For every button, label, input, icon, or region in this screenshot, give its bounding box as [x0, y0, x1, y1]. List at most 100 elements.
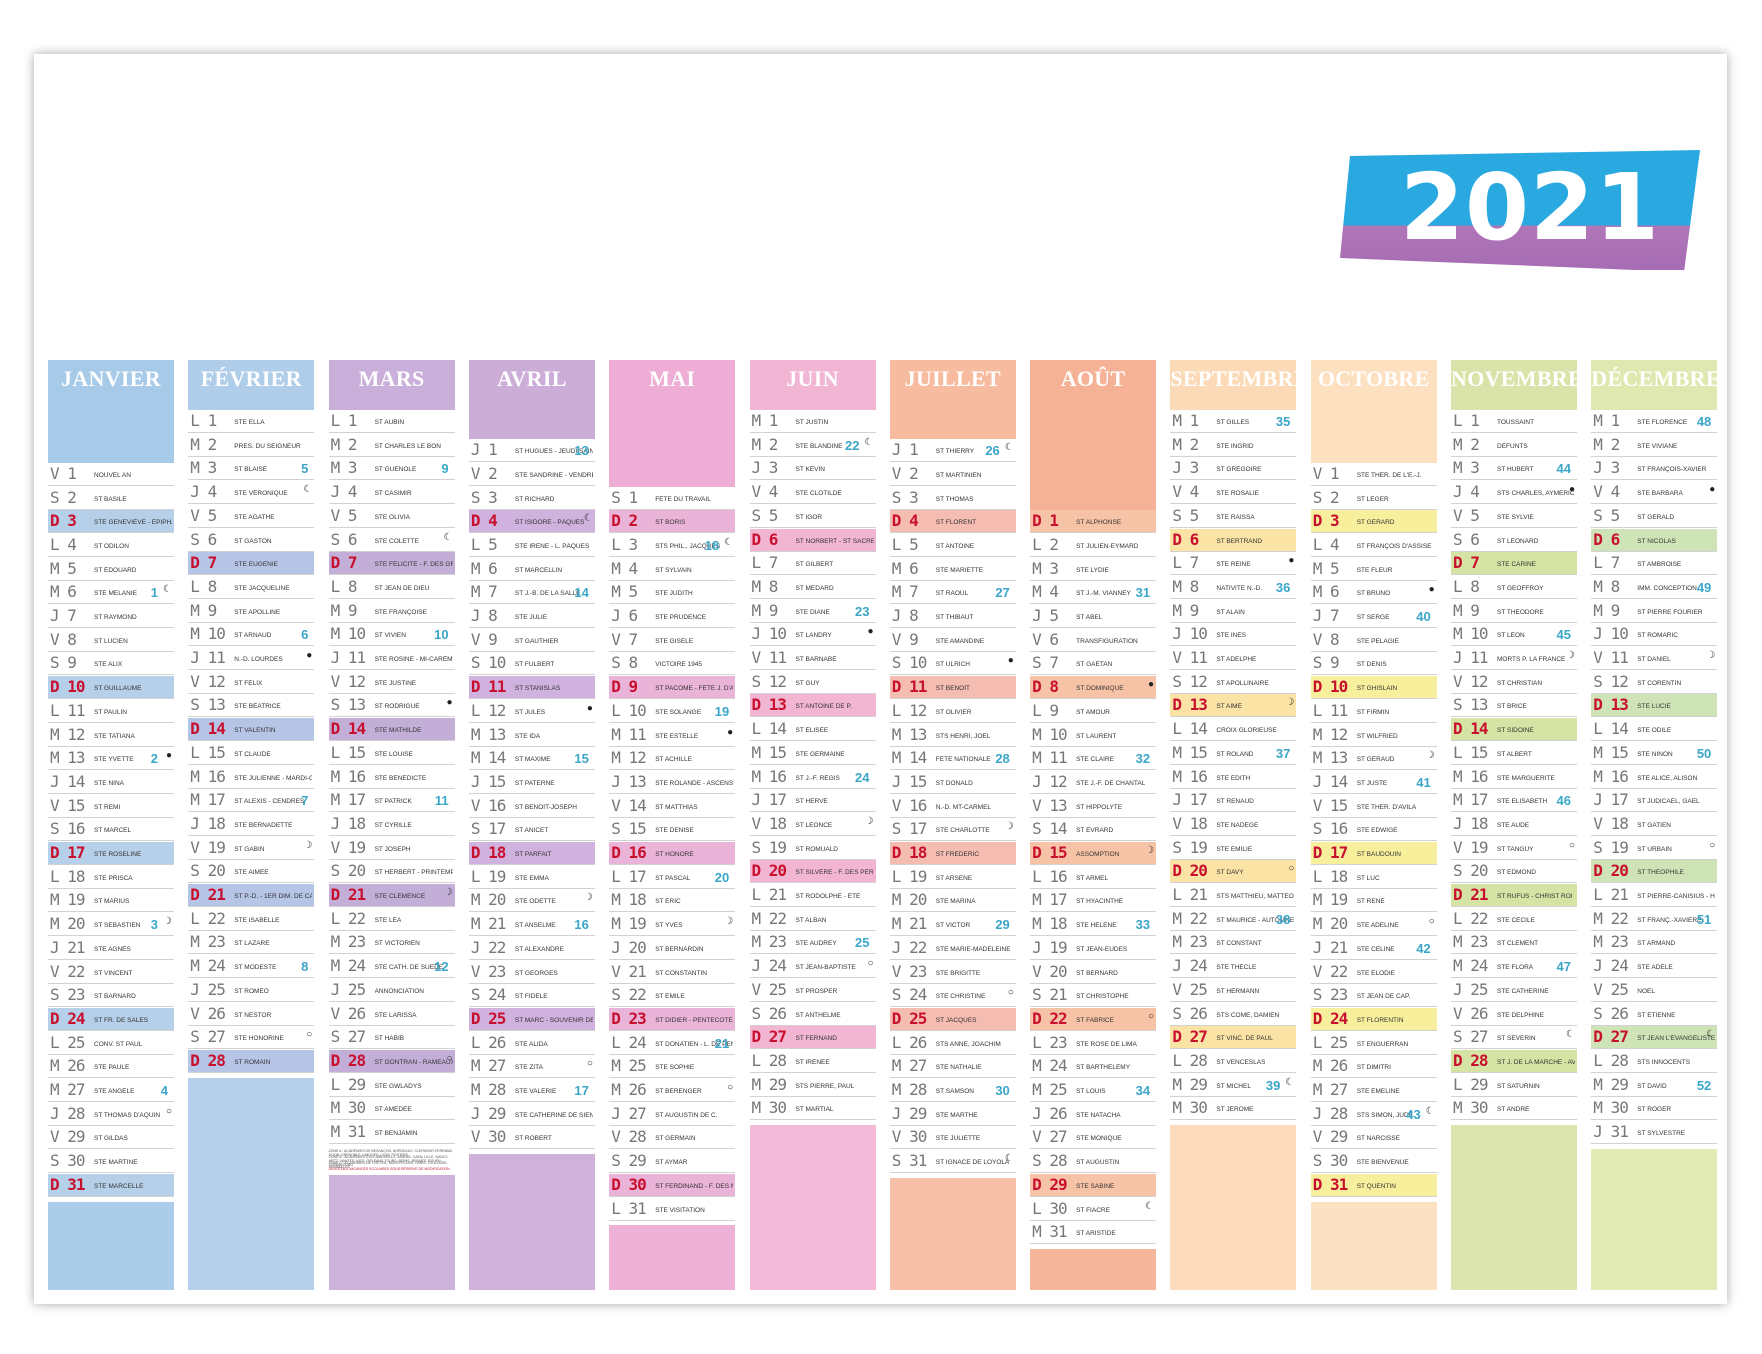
saint-name: ST CHRISTIAN — [1497, 679, 1543, 687]
saint-name: STE CATH. DE SUÈDE — [374, 964, 444, 972]
day-row: J 29 STE MARTHE — [889, 1103, 1016, 1126]
month-column: OCTOBRE V 1 STE THÉR. DE L'E.-J. S 2 ST LÉGE… — [1310, 360, 1437, 1290]
day-label: S 9 — [1312, 653, 1340, 673]
day-label: J 14 — [50, 771, 86, 791]
day-row: D 21 STE CLÉMENCE ☽ — [328, 884, 455, 907]
day-row: J 1 ST HUGUES - JEUDI SAINT 13 — [468, 439, 595, 463]
saint-name: ST CYRILLE — [374, 821, 412, 829]
day-label: S 27 — [330, 1027, 367, 1047]
day-row: M 14 ST MAXIME 15 — [468, 747, 595, 771]
saint-name: ST RAOUL — [935, 590, 969, 598]
saint-name: ST GHISLAIN — [1356, 685, 1398, 693]
day-row: M 9 STE DIANE 23 — [749, 600, 876, 623]
day-row: L 14 ST ÉLISÉE — [749, 718, 876, 742]
day-label: J 17 — [751, 790, 788, 810]
day-label: V 19 — [190, 837, 226, 857]
day-row: V 19 ST TANGUY ○ — [1451, 837, 1577, 860]
day-label: D 14 — [190, 719, 226, 739]
saint-name: STE MARCELLE — [94, 1182, 144, 1190]
saint-name: ST AYMAR — [655, 1159, 688, 1167]
day-label: M 29 — [1172, 1074, 1208, 1094]
saint-name: STE FÉLICITÉ - F. DES GRDS-MÈRES — [374, 561, 453, 569]
day-label: D 23 — [611, 1008, 647, 1028]
day-label: M 17 — [190, 790, 226, 810]
month-column: DÉCEMBRE M 1 STE FLORENCE 48 M 2 STE VIVIANE J… — [1591, 360, 1721, 1290]
day-label: L 25 — [1312, 1032, 1349, 1052]
day-label: V 13 — [1032, 795, 1068, 815]
saint-name: ST ANTOINE DE P. — [795, 703, 852, 711]
saint-name: STE CATHERINE DE SIENNE — [514, 1111, 593, 1119]
day-row: M 23 ST CLÉMENT — [1451, 931, 1577, 955]
saint-name: ANNONCIATION — [374, 987, 424, 995]
day-row: M 2 STE VIVIANE — [1591, 434, 1718, 457]
day-label: M 2 — [190, 434, 217, 454]
saint-name: ST SYLVAIN — [655, 566, 692, 574]
day-row: V 11 ST BARNABÉ — [749, 647, 876, 670]
day-label: M 24 — [190, 956, 226, 976]
saint-name: ST AIMÉ — [1216, 703, 1242, 711]
saint-name: ST ROMUALD — [795, 845, 839, 853]
saint-name: ST GRÉGOIRE — [1216, 466, 1262, 474]
day-label: L 9 — [1032, 700, 1059, 720]
saint-name: ST ÉDOUARD — [94, 566, 137, 574]
day-row: M 7 ST J.-B. DE LA SALLE 14 — [468, 581, 595, 605]
day-label: M 22 — [1172, 908, 1208, 928]
day-row: V 5 STE AGATHE — [188, 505, 315, 528]
week-number: 2 — [150, 751, 158, 767]
day-label: L 8 — [190, 576, 217, 596]
week-number: 46 — [1556, 793, 1571, 809]
day-label: J 12 — [1032, 771, 1068, 791]
saint-name: ST IGOR — [795, 513, 823, 521]
day-row: S 12 ST GUY — [749, 671, 876, 694]
day-row: D 2 ST BORIS — [609, 510, 736, 534]
saint-name: PRÉS. DU SEIGNEUR — [234, 442, 301, 450]
saint-name: STE ROSELINE — [94, 851, 142, 858]
day-row: M 16 STE BÉNÉDICTE — [328, 766, 455, 789]
day-label: L 31 — [611, 1198, 647, 1218]
day-row: M 13 ST GÉRAUD ☽ — [1310, 747, 1437, 771]
day-row: S 28 ST AUGUSTIN — [1030, 1150, 1157, 1174]
saint-name: ST ÉLISÉE — [795, 727, 829, 735]
day-row: M 19 ST RENÉ — [1310, 889, 1437, 913]
saint-name: ST FULBERT — [514, 661, 555, 669]
saint-name: STE ADELINE — [1356, 922, 1399, 930]
saint-name: ST VINCENT — [94, 969, 133, 977]
day-row: V 9 STE AMANDINE — [889, 629, 1016, 652]
day-row: L 9 ST AMOUR — [1030, 700, 1157, 723]
day-row: J 10 ST ROMARIC — [1591, 623, 1718, 647]
saint-name: ST IRÉNÉE — [795, 1058, 830, 1066]
day-label: J 17 — [1172, 790, 1208, 810]
day-label: D 28 — [330, 1050, 367, 1070]
saint-name: STE INGRID — [1216, 442, 1254, 450]
day-row: S 9 STE ALIX — [48, 652, 174, 676]
day-row: S 7 ST GAÉTAN — [1030, 652, 1157, 676]
day-row: D 24 ST FR. DE SALES — [48, 1007, 174, 1031]
day-label: V 8 — [50, 629, 77, 649]
day-row: J 25 ST ROMÉO — [188, 979, 315, 1002]
day-row: V 18 ST GATIEN — [1591, 813, 1718, 836]
day-row: V 5 STE SYLVIE — [1451, 505, 1577, 528]
month-header — [188, 360, 315, 410]
day-row: J 25 STE CATHERINE — [1451, 979, 1577, 1002]
saint-name: ST DAVY — [1216, 869, 1244, 877]
saint-name: ST GUY — [795, 679, 820, 687]
day-label: S 6 — [330, 529, 358, 549]
day-row: L 4 ST FRANÇOIS D'ASSISE — [1310, 534, 1437, 557]
week-number: 14 — [574, 585, 589, 601]
day-row: M 8 ST MÉDARD — [749, 576, 876, 599]
day-label: L 11 — [50, 700, 86, 720]
day-label: J 3 — [751, 458, 779, 478]
day-label: V 29 — [1312, 1127, 1349, 1147]
day-label: M 1 — [1593, 411, 1620, 430]
month-footer — [1030, 1248, 1157, 1290]
day-label: L 1 — [190, 411, 217, 430]
day-row: J 7 ST SERGE 40 — [1310, 605, 1437, 628]
day-label: V 29 — [50, 1127, 86, 1147]
day-row: D 18 ST FRÉDÉRIC — [889, 842, 1016, 865]
saint-name: STE LUCIE — [1637, 703, 1671, 711]
day-row: M 19 ST YVES ☽ — [609, 913, 736, 937]
day-row: J 29 STE CATHERINE DE SIENNE — [468, 1103, 595, 1126]
saint-name: STE BERNADETTE — [234, 821, 293, 829]
saint-name: ST GASTON — [234, 537, 272, 545]
saint-name: STE MARGUERITE — [1497, 774, 1555, 782]
